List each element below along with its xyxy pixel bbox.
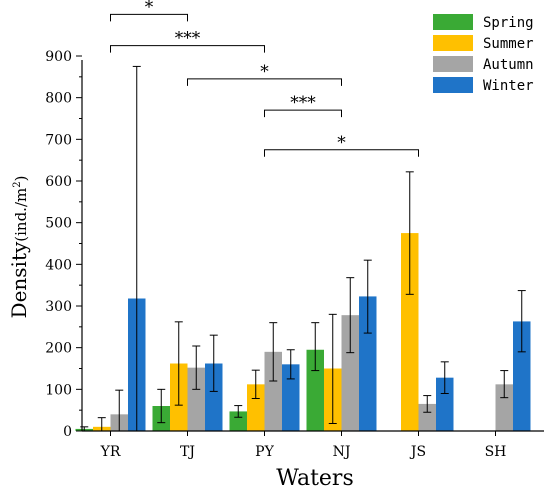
y-axis-title-main: Density <box>7 241 31 318</box>
significance-label: * <box>145 0 154 17</box>
significance-bracket <box>110 45 265 53</box>
bar-autumn-js <box>418 403 436 431</box>
bar-winter-sh <box>513 321 531 431</box>
bar-winter-nj <box>359 296 377 431</box>
bars-layer <box>75 233 531 431</box>
x-tick-label-SH: SH <box>485 444 507 460</box>
y-axis-title-sup: 2 <box>12 181 23 187</box>
axes-layer <box>81 60 544 432</box>
bar-autumn-py <box>264 351 282 431</box>
legend-label: Spring <box>483 15 534 31</box>
y-tick-label-900: 900 <box>45 49 72 65</box>
significance-layer: ********* <box>110 0 419 157</box>
error-bar-autumn-js <box>423 395 432 413</box>
bar-winter-tj <box>205 363 223 431</box>
legend: Spring Summer Autumn Winter <box>433 14 534 94</box>
error-bar-summer-tj <box>174 321 183 406</box>
bar-summer-py <box>247 384 265 431</box>
significance-label: * <box>260 62 269 82</box>
bar-winter-py <box>282 364 300 431</box>
legend-label: Autumn <box>483 57 534 73</box>
y-tick-label-400: 400 <box>45 257 72 273</box>
significance-label: * <box>337 133 346 153</box>
legend-swatch <box>433 35 473 51</box>
significance-label: *** <box>175 29 201 49</box>
legend-swatch <box>433 14 473 30</box>
significance-yr-py: *** <box>110 29 265 53</box>
x-tick-label-TJ: TJ <box>180 444 195 460</box>
error-bar-spring-tj <box>157 388 166 424</box>
error-bar-summer-nj <box>328 313 337 424</box>
x-tick-label-JS: JS <box>409 444 426 460</box>
legend-label: Summer <box>483 36 534 52</box>
x-tick-label-NJ: NJ <box>333 444 351 460</box>
significance-yr-tj: * <box>110 0 188 22</box>
y-tick-label-100: 100 <box>45 382 72 398</box>
error-bars-layer <box>80 65 526 431</box>
y-axis-title: Density(ind./m2) <box>7 176 31 319</box>
y-tick-label-600: 600 <box>45 174 72 190</box>
y-tick-label-500: 500 <box>45 216 72 232</box>
error-bar-spring-py <box>234 405 243 418</box>
error-bar-winter-tj <box>209 334 218 392</box>
legend-swatch <box>433 77 473 93</box>
legend-item-summer: Summer <box>433 35 534 52</box>
error-bar-autumn-sh <box>500 370 509 399</box>
significance-bracket <box>110 13 188 22</box>
bar-autumn-nj <box>341 315 359 431</box>
significance-bracket <box>264 149 419 157</box>
legend-label: Winter <box>483 78 534 94</box>
y-tick-label-300: 300 <box>45 299 72 315</box>
significance-tj-nj: * <box>187 62 342 86</box>
bar-autumn-sh <box>495 384 513 431</box>
error-bar-summer-yr <box>97 417 106 431</box>
significance-bracket <box>264 109 342 118</box>
error-bar-autumn-nj <box>346 277 355 354</box>
bar-spring-nj <box>306 349 324 431</box>
error-bar-winter-sh <box>517 290 526 353</box>
legend-item-spring: Spring <box>433 14 534 31</box>
error-bar-winter-nj <box>363 259 372 334</box>
bar-spring-py <box>229 411 247 431</box>
error-bar-spring-nj <box>311 322 320 372</box>
y-tick-label-800: 800 <box>45 91 72 107</box>
bar-summer-js <box>401 233 419 431</box>
y-tick-label-0: 0 <box>63 424 72 440</box>
error-bar-summer-py <box>251 369 260 399</box>
error-bar-autumn-yr <box>115 389 124 431</box>
error-bar-autumn-py <box>269 322 278 382</box>
error-bar-winter-yr <box>132 65 141 431</box>
x-tick-label-YR: YR <box>100 444 121 460</box>
error-bar-winter-js <box>440 361 449 394</box>
significance-py-nj: *** <box>264 93 342 118</box>
y-tick-label-700: 700 <box>45 132 72 148</box>
bar-winter-js <box>436 377 454 431</box>
significance-label: *** <box>290 93 316 113</box>
x-tick-label-PY: PY <box>255 444 274 460</box>
bar-autumn-tj <box>187 367 205 431</box>
x-axis-title: Waters <box>276 466 353 491</box>
y-axis-title-close: ) <box>12 176 30 182</box>
legend-item-autumn: Autumn <box>433 56 534 73</box>
error-bar-summer-js <box>405 171 414 295</box>
significance-bracket <box>187 78 342 86</box>
y-tick-label-200: 200 <box>45 341 72 357</box>
legend-swatch <box>433 56 473 72</box>
error-bar-winter-py <box>286 349 295 380</box>
legend-item-winter: Winter <box>433 77 534 94</box>
significance-py-js: * <box>264 133 419 157</box>
error-bar-autumn-tj <box>192 345 201 390</box>
ticks-layer: 0 100 200 300 400 500 600 700 800 900 YR TJ PY NJ JS SH <box>45 49 506 460</box>
y-axis-title-unit: (ind./m <box>12 188 30 242</box>
